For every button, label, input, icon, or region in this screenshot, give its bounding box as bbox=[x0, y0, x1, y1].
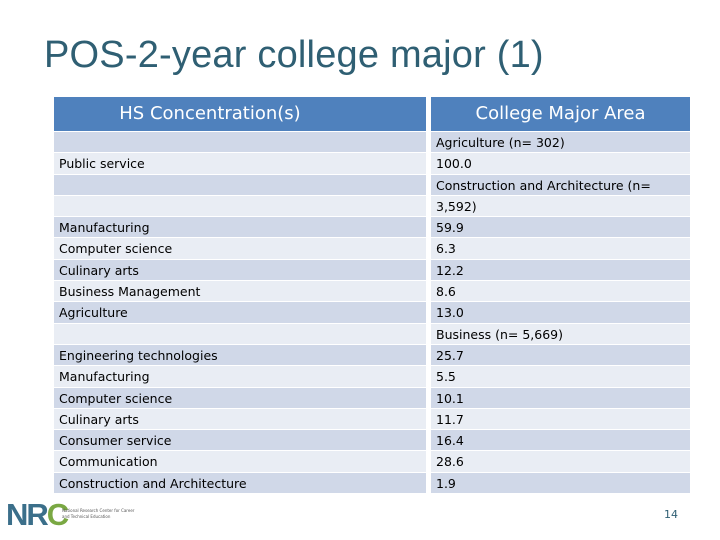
college-major-cell: Business (n= 5,669) bbox=[431, 323, 690, 345]
nrc-logo: NRC National Research Center for Career … bbox=[6, 496, 146, 534]
page-title: POS-2-year college major (1) bbox=[44, 34, 544, 76]
hs-concentration-cell: Manufacturing bbox=[54, 366, 426, 388]
page-number: 14 bbox=[664, 508, 678, 521]
hs-concentration-cell: Agriculture bbox=[54, 302, 426, 324]
hs-concentration-cell bbox=[54, 195, 426, 218]
college-major-cell: 11.7 bbox=[431, 408, 690, 431]
college-major-cell: 10.1 bbox=[431, 387, 690, 409]
logo-subtitle: National Research Center for Career and … bbox=[62, 508, 135, 519]
college-major-cell: Agriculture (n= 302) bbox=[431, 132, 690, 154]
college-major-cell: 12.2 bbox=[431, 259, 690, 282]
hs-concentration-cell: Communication bbox=[54, 451, 426, 473]
hs-concentration-cell bbox=[54, 174, 426, 196]
college-major-cell: 25.7 bbox=[431, 344, 690, 367]
college-major-cell: 8.6 bbox=[431, 281, 690, 303]
hs-concentration-rows: Public service Manufacturing Computer scie… bbox=[54, 132, 426, 495]
college-major-rows: Agriculture (n= 302) 100.0 Construction an… bbox=[431, 132, 690, 495]
college-major-cell: 100.0 bbox=[431, 153, 690, 175]
logo-letters-main: NR bbox=[6, 497, 49, 532]
hs-concentration-cell bbox=[54, 132, 426, 154]
hs-concentration-cell: Construction and Architecture bbox=[54, 472, 426, 495]
college-major-header: College Major Area bbox=[431, 97, 690, 132]
college-major-cell: 28.6 bbox=[431, 451, 690, 473]
college-major-cell: Construction and Architecture (n= bbox=[431, 174, 690, 196]
college-major-cell: 1.9 bbox=[431, 472, 690, 495]
college-major-cell: 3,592) bbox=[431, 195, 690, 218]
hs-concentration-cell: Culinary arts bbox=[54, 259, 426, 282]
hs-concentration-column: HS Concentration(s) Public service Manufa… bbox=[54, 97, 426, 495]
college-major-cell: 16.4 bbox=[431, 430, 690, 452]
college-major-cell: 13.0 bbox=[431, 302, 690, 324]
hs-concentration-cell: Public service bbox=[54, 153, 426, 175]
hs-concentration-cell: Business Management bbox=[54, 281, 426, 303]
hs-concentration-cell: Consumer service bbox=[54, 430, 426, 452]
logo-letters: NRC bbox=[6, 496, 69, 534]
hs-concentration-cell: Engineering technologies bbox=[54, 344, 426, 367]
college-major-column: College Major Area Agriculture (n= 302) 1… bbox=[431, 97, 690, 495]
hs-concentration-cell: Computer science bbox=[54, 387, 426, 409]
hs-concentration-cell: Manufacturing bbox=[54, 217, 426, 239]
college-major-cell: 59.9 bbox=[431, 217, 690, 239]
logo-letters-accent: C bbox=[46, 497, 69, 532]
hs-concentration-header: HS Concentration(s) bbox=[54, 97, 426, 132]
hs-concentration-cell: Computer science bbox=[54, 238, 426, 260]
hs-concentration-cell: Culinary arts bbox=[54, 408, 426, 431]
college-major-cell: 6.3 bbox=[431, 238, 690, 260]
hs-concentration-cell bbox=[54, 323, 426, 345]
college-major-cell: 5.5 bbox=[431, 366, 690, 388]
